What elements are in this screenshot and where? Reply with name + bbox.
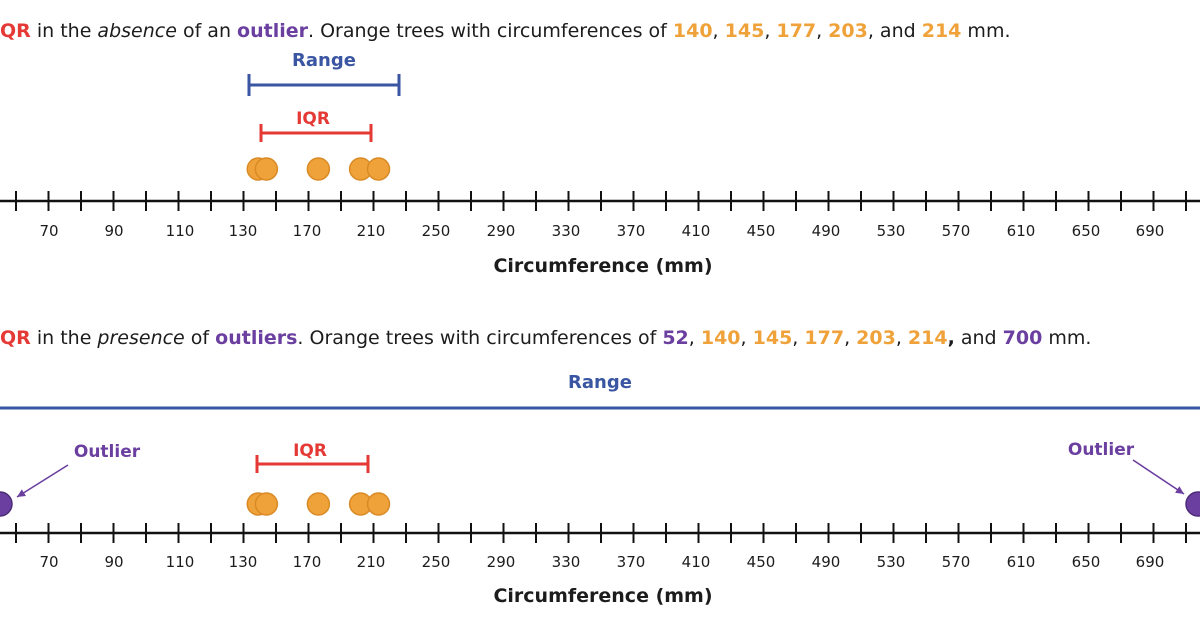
caption-separator: ,: [740, 327, 753, 349]
tick-label: 70: [39, 553, 58, 571]
orange-data-point: [366, 492, 391, 516]
range-label: Range: [292, 50, 356, 71]
tick-label: 330: [552, 222, 581, 240]
orange-data-point: [254, 492, 279, 516]
tick-label: 210: [357, 222, 386, 240]
outlier-label: Outlier: [74, 442, 141, 462]
tick-label: 130: [229, 222, 258, 240]
tick-label: 490: [812, 222, 841, 240]
tick-label: 410: [682, 222, 711, 240]
tick-label: 110: [166, 553, 195, 571]
caption-separator: ,: [895, 327, 908, 349]
tick-label: 490: [812, 553, 841, 571]
caption-value: 203: [828, 20, 868, 42]
tick-label: 90: [104, 222, 123, 240]
tick-label: 170: [293, 222, 322, 240]
tick-label: 110: [166, 222, 195, 240]
caption-text: in the: [30, 327, 98, 349]
orange-data-point: [366, 157, 391, 181]
caption-value: 177: [804, 327, 845, 349]
tick-label: 570: [942, 222, 971, 240]
outlier-point: [0, 491, 13, 517]
caption-value: 140: [700, 327, 741, 349]
caption-presence-of-outliers: QR in the presence of outliers. Orange t…: [0, 327, 1091, 349]
caption-value: 700: [1002, 327, 1043, 349]
orange-data-point: [306, 157, 331, 181]
orange-data-point: [254, 157, 279, 181]
tick-label: 130: [229, 553, 258, 571]
caption-text: . Orange trees with circumferences of: [297, 327, 663, 349]
caption-separator: ,: [712, 20, 725, 42]
outlier-arrow: [1132, 459, 1185, 495]
tick-label: 290: [487, 222, 516, 240]
tick-label: 450: [747, 553, 776, 571]
caption-emphasis: presence: [97, 327, 185, 349]
tick-label: 170: [293, 553, 322, 571]
tick-label: 70: [39, 222, 58, 240]
orange-data-point: [306, 492, 331, 516]
tick-label: 330: [552, 553, 581, 571]
axis-title: Circumference (mm): [493, 255, 712, 277]
tick-label: 90: [104, 553, 123, 571]
caption-lead: QR: [0, 20, 31, 42]
tick-label: 250: [422, 222, 451, 240]
caption-value: 52: [662, 327, 689, 349]
caption-text: . Orange trees with circumferences of: [307, 20, 673, 42]
caption-value: 214: [921, 20, 962, 42]
tick-label: 690: [1136, 222, 1165, 240]
outlier-point: [1185, 491, 1200, 517]
iqr-label: IQR: [293, 441, 327, 461]
caption-text: mm.: [961, 20, 1011, 42]
caption-separator: ,: [947, 327, 955, 349]
iqr-label: IQR: [296, 109, 330, 129]
caption-value: 145: [752, 327, 793, 349]
caption-text: in the: [30, 20, 98, 42]
caption-value: 140: [672, 20, 713, 42]
caption-value: 214: [907, 327, 948, 349]
tick-label: 610: [1007, 222, 1036, 240]
tick-label: 530: [877, 553, 906, 571]
caption-outlier-word: outliers: [215, 327, 298, 349]
tick-label: 250: [422, 553, 451, 571]
tick-label: 290: [487, 553, 516, 571]
caption-lead: QR: [0, 327, 31, 349]
axis-title: Circumference (mm): [493, 585, 712, 607]
tick-label: 530: [877, 222, 906, 240]
tick-label: 690: [1136, 553, 1165, 571]
tick-label: 650: [1072, 553, 1101, 571]
tick-label: 610: [1007, 553, 1036, 571]
caption-text: of an: [176, 20, 238, 42]
caption-text: mm.: [1042, 327, 1092, 349]
caption-separator: ,: [816, 20, 829, 42]
outlier-arrow: [16, 464, 69, 498]
outlier-arrow-head: [1175, 486, 1184, 494]
tick-label: 450: [747, 222, 776, 240]
caption-value: 145: [724, 20, 765, 42]
caption-text: of: [184, 327, 216, 349]
caption-outlier-word: outlier: [237, 20, 308, 42]
tick-label: 210: [357, 553, 386, 571]
outlier-arrow-head: [17, 489, 26, 497]
caption-absence-of-outlier: QR in the absence of an outlier. Orange …: [0, 20, 1011, 42]
caption-value: 203: [856, 327, 896, 349]
caption-emphasis: absence: [97, 20, 177, 42]
caption-separator: ,: [764, 20, 777, 42]
tick-label: 650: [1072, 222, 1101, 240]
tick-label: 370: [617, 222, 646, 240]
caption-separator: , and: [867, 20, 922, 42]
outlier-label: Outlier: [1068, 440, 1135, 460]
caption-value: 177: [776, 20, 817, 42]
tick-label: 570: [942, 553, 971, 571]
tick-label: 370: [617, 553, 646, 571]
caption-text: and: [954, 327, 1003, 349]
caption-separator: ,: [792, 327, 805, 349]
caption-separator: ,: [844, 327, 857, 349]
caption-separator: ,: [688, 327, 701, 349]
range-label: Range: [568, 372, 632, 393]
tick-label: 410: [682, 553, 711, 571]
